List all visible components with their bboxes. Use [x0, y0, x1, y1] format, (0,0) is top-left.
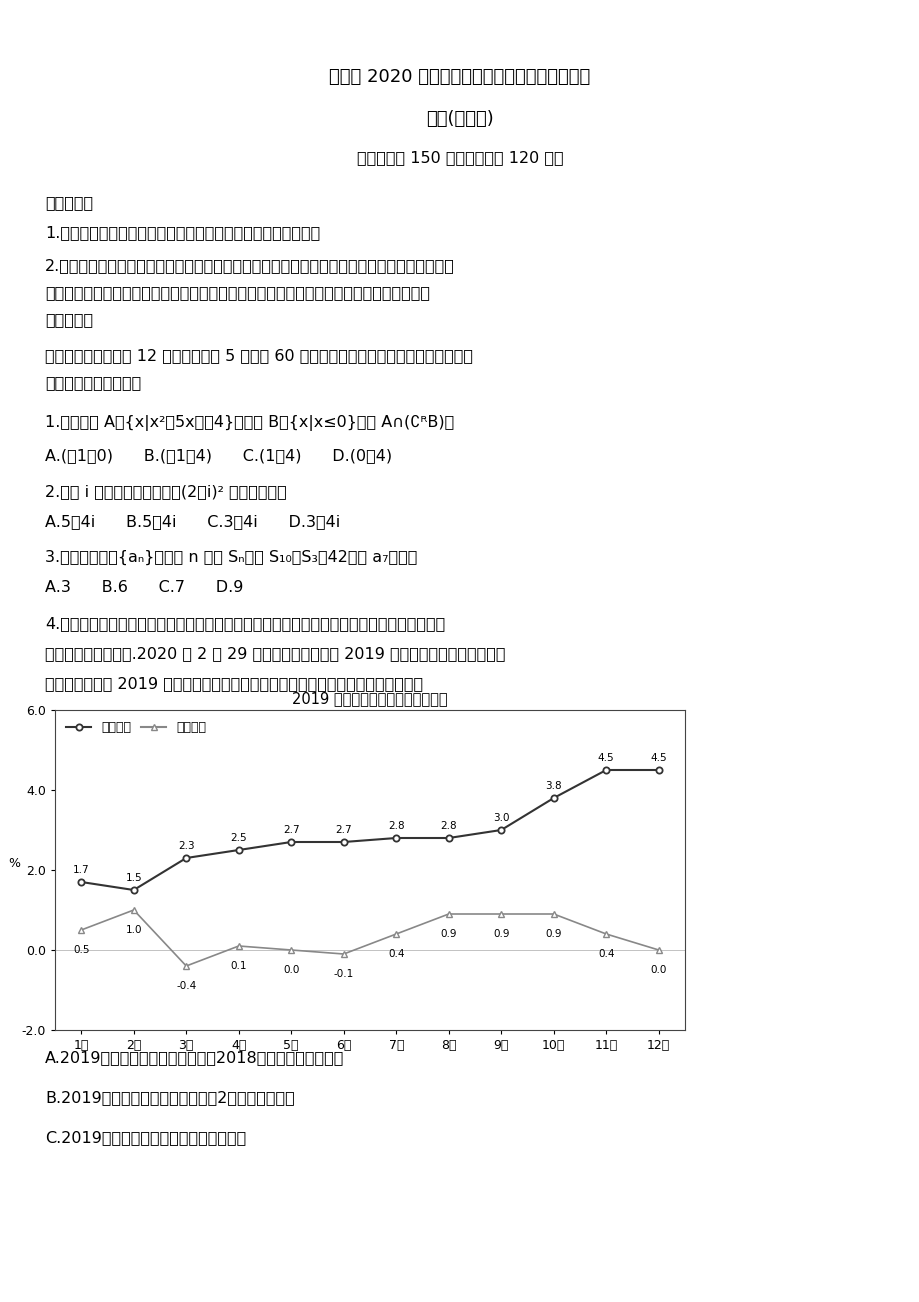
Text: A.(－1，0)      B.(－1，4)      C.(1，4)      D.(0，4): A.(－1，0) B.(－1，4) C.(1，4) D.(0，4) [45, 448, 391, 464]
Text: 1.0: 1.0 [125, 926, 142, 935]
Text: 0.5: 0.5 [73, 945, 89, 956]
Text: A.2019年我国居民每月消费价格与2018年同期相比有涨有跌: A.2019年我国居民每月消费价格与2018年同期相比有涨有跌 [45, 1049, 344, 1065]
Text: 4.在统计学中，同比增长率一般是指和去年同期相比较的增长率，环比增长率一般是指和前一: 4.在统计学中，同比增长率一般是指和去年同期相比较的增长率，环比增长率一般是指和… [45, 616, 445, 631]
Text: 2.8: 2.8 [440, 822, 457, 831]
月度同比 [180, 850, 191, 866]
Text: 2.5: 2.5 [230, 833, 247, 844]
月度环比 [495, 906, 506, 922]
Text: 0.9: 0.9 [493, 930, 509, 939]
Text: 2.3: 2.3 [177, 841, 194, 852]
Text: 0.1: 0.1 [231, 961, 246, 971]
Text: 0.4: 0.4 [388, 949, 404, 960]
Text: 3.已知等差数列{aₙ}中，前 n 项和 Sₙ满足 S₁₀－S₃＝42，则 a₇的值是: 3.已知等差数列{aₙ}中，前 n 项和 Sₙ满足 S₁₀－S₃＝42，则 a₇… [45, 549, 417, 565]
月度同比 [75, 874, 86, 889]
Text: -0.4: -0.4 [176, 982, 196, 991]
月度同比 [443, 831, 454, 846]
Line: 月度环比: 月度环比 [78, 907, 661, 969]
Text: A.5－4i      B.5＋4i      C.3－4i      D.3＋4i: A.5－4i B.5＋4i C.3－4i D.3＋4i [45, 514, 340, 529]
Text: 0.9: 0.9 [545, 930, 562, 939]
Text: 用橡皮擦干净后，再选涂其它答案标号。回答非选择题时，将答案写在答题卡上。写在本试: 用橡皮擦干净后，再选涂其它答案标号。回答非选择题时，将答案写在答题卡上。写在本试 [45, 285, 429, 299]
月度同比 [600, 762, 611, 777]
Y-axis label: %: % [8, 857, 20, 870]
Text: 1.答卷前，考生务必将自己的姓名、准考证号填写在答题卡上。: 1.答卷前，考生务必将自己的姓名、准考证号填写在答题卡上。 [45, 225, 320, 240]
Text: 3.0: 3.0 [493, 812, 509, 823]
Text: 一、选择题：本题共 12 小题，每小题 5 分，共 60 分。在每小题给出的四个选项中，只有一: 一、选择题：本题共 12 小题，每小题 5 分，共 60 分。在每小题给出的四个… [45, 348, 472, 363]
Text: 1.已知集合 A＝{x|x²－5x＜－4}，集合 B＝{x|x≤0}，则 A∩(∁ᴿB)＝: 1.已知集合 A＝{x|x²－5x＜－4}，集合 B＝{x|x≤0}，则 A∩(… [45, 415, 454, 431]
Text: 项是符合题目要求的。: 项是符合题目要求的。 [45, 375, 142, 391]
月度同比 [391, 831, 402, 846]
Text: 本试卷满分 150 分，考试时间 120 分钟: 本试卷满分 150 分，考试时间 120 分钟 [357, 150, 562, 165]
月度环比 [338, 947, 349, 962]
Text: 1.5: 1.5 [125, 874, 142, 883]
月度环比 [75, 922, 86, 937]
Text: 0.9: 0.9 [440, 930, 457, 939]
Text: 2.7: 2.7 [283, 825, 300, 835]
Text: B.2019年我国居民每月消费价格中2月消费价格最高: B.2019年我国居民每月消费价格中2月消费价格最高 [45, 1090, 294, 1105]
月度同比 [652, 762, 664, 777]
Line: 月度同比: 月度同比 [78, 767, 661, 893]
Text: 蚌埠市 2020 届高三年级第三次教学质量检查考试: 蚌埠市 2020 届高三年级第三次教学质量检查考试 [329, 68, 590, 86]
Text: 时期相比较的增长率.2020 年 2 月 29 日人民网发布了我国 2019 年国民经济和社会发展统计: 时期相比较的增长率.2020 年 2 月 29 日人民网发布了我国 2019 年… [45, 646, 505, 661]
Text: 1.7: 1.7 [73, 865, 89, 875]
Text: C.2019年我国居民每月消费价格逐月递增: C.2019年我国居民每月消费价格逐月递增 [45, 1130, 246, 1144]
Text: -0.1: -0.1 [334, 969, 354, 979]
Text: 4.5: 4.5 [650, 753, 666, 763]
Text: 数学(理工类): 数学(理工类) [425, 109, 494, 128]
月度环比 [548, 906, 559, 922]
Text: 4.5: 4.5 [597, 753, 614, 763]
月度同比 [548, 790, 559, 806]
月度环比 [128, 902, 139, 918]
Text: 2.8: 2.8 [388, 822, 404, 831]
Text: 2.回答选择题时，选出每小题答案后，用铅笔把答题卡上对应题目的答案标号涂黑。如需改动，: 2.回答选择题时，选出每小题答案后，用铅笔把答题卡上对应题目的答案标号涂黑。如需… [45, 258, 454, 273]
月度同比 [338, 835, 349, 850]
Title: 2019 年居民消费价格月度涨跌幅度: 2019 年居民消费价格月度涨跌幅度 [292, 691, 448, 706]
月度环比 [652, 943, 664, 958]
Text: 0.4: 0.4 [597, 949, 614, 960]
Text: 注意事项：: 注意事项： [45, 195, 93, 210]
Text: 3.8: 3.8 [545, 781, 562, 792]
月度同比 [128, 883, 139, 898]
月度环比 [233, 939, 244, 954]
月度环比 [180, 958, 191, 974]
月度环比 [391, 926, 402, 941]
Text: 0.0: 0.0 [650, 965, 666, 975]
Text: 卷上无效。: 卷上无效。 [45, 312, 93, 327]
Text: 2.已知 i 为虚数单位，则复数(2－i)² 的共轭复数为: 2.已知 i 为虚数单位，则复数(2－i)² 的共轭复数为 [45, 484, 287, 499]
月度环比 [286, 943, 297, 958]
Text: 公报图表，根据 2019 年居民消费价格月度涨跌幅度统计折线图，下列说法正确的是: 公报图表，根据 2019 年居民消费价格月度涨跌幅度统计折线图，下列说法正确的是 [45, 676, 423, 691]
Text: 0.0: 0.0 [283, 965, 299, 975]
Text: 2.7: 2.7 [335, 825, 352, 835]
月度同比 [233, 842, 244, 858]
月度环比 [443, 906, 454, 922]
月度同比 [286, 835, 297, 850]
月度同比 [495, 822, 506, 837]
Text: A.3      B.6      C.7      D.9: A.3 B.6 C.7 D.9 [45, 579, 244, 595]
Legend: 月度同比, 月度环比: 月度同比, 月度环比 [62, 716, 211, 740]
月度环比 [600, 926, 611, 941]
